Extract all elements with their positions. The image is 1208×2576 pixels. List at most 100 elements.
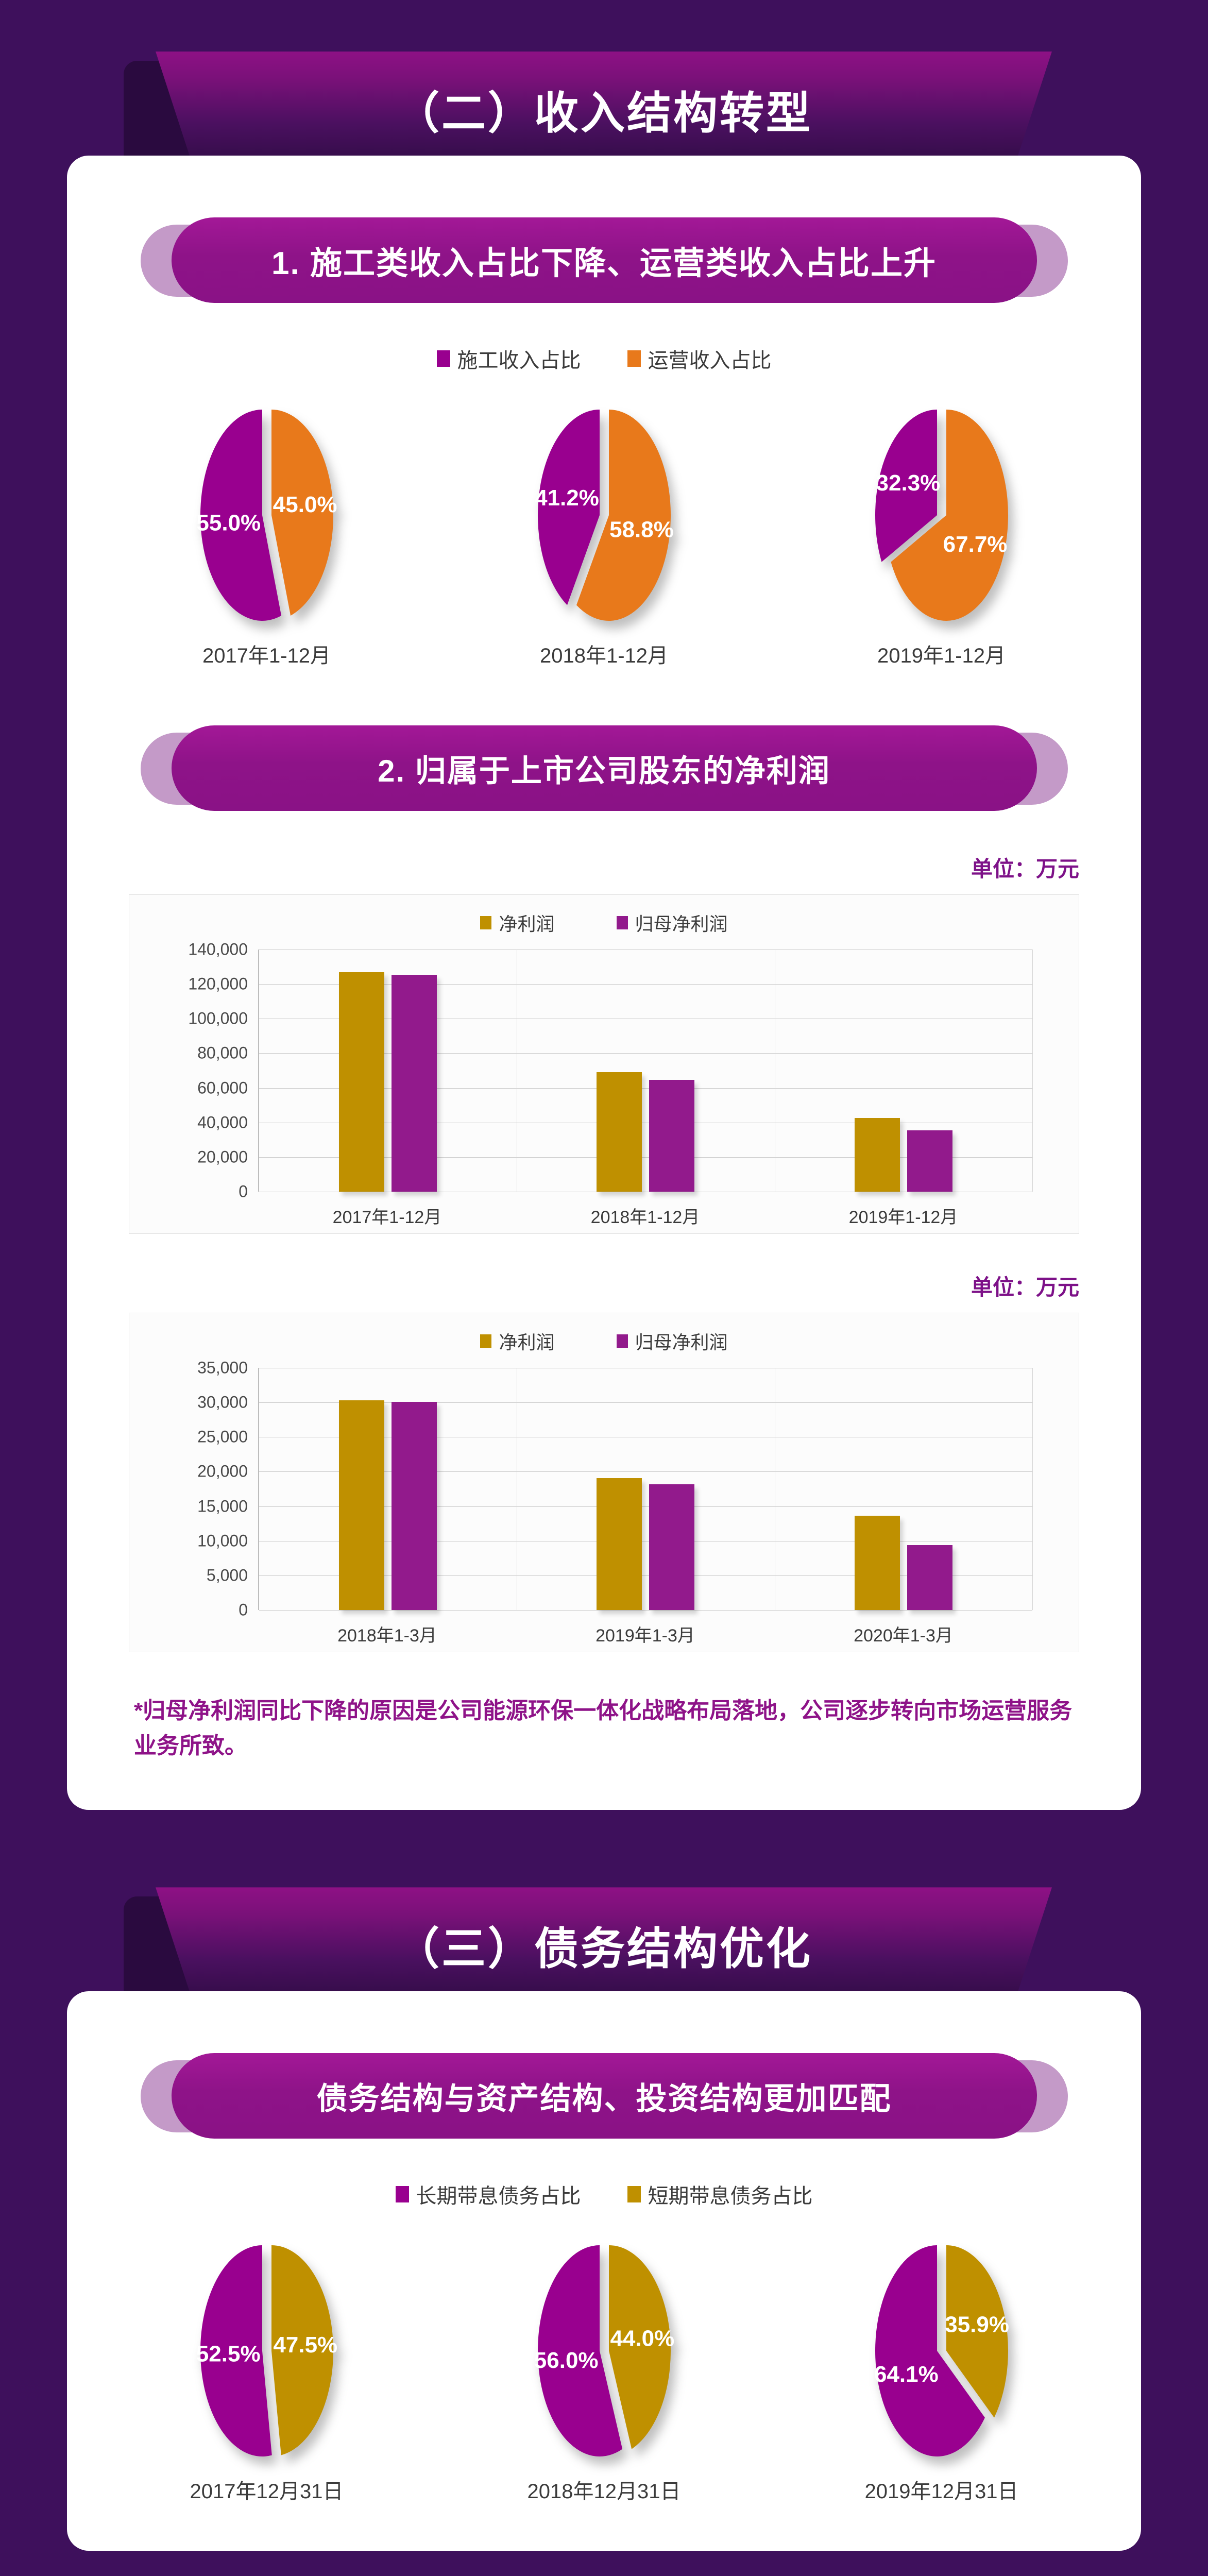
legend-swatch-icon	[395, 2186, 409, 2203]
subsection-two-header: 2. 归属于上市公司股东的净利润	[140, 725, 1068, 816]
legend-item: 净利润	[480, 909, 555, 936]
gridline	[259, 1506, 1032, 1507]
net-profit-footnote: *归母净利润同比下降的原因是公司能源环保一体化战略布局落地，公司逐步转向市场运营…	[134, 1698, 1073, 1759]
pie-cell: 44.0% 56.0% 2018年12月31日	[470, 2232, 738, 2504]
unit-note-bottom: 单位：万元	[971, 1275, 1079, 1299]
pie-slice	[537, 410, 600, 605]
y-axis-tick: 20,000	[197, 1462, 248, 1481]
x-axis-label: 2019年1-3月	[596, 1626, 695, 1646]
pie-slice	[200, 2245, 272, 2457]
gridline	[259, 1088, 1032, 1089]
banner-ribbon: （二）收入结构转型	[156, 52, 1052, 175]
pie-chart: 67.7% 32.3%	[875, 410, 1008, 621]
y-axis-tick: 40,000	[197, 1113, 248, 1132]
pie-slice-label: 64.1%	[874, 2362, 938, 2387]
x-axis-label: 2018年1-12月	[590, 1208, 700, 1227]
pie-slice-label: 45.0%	[273, 492, 337, 517]
y-axis-tick: 0	[239, 1182, 248, 1201]
y-axis-tick: 5,000	[206, 1566, 248, 1585]
y-axis-tick: 140,000	[188, 940, 248, 959]
pie-slice	[890, 410, 1008, 621]
pie-slice	[271, 2245, 333, 2455]
legend-label: 施工收入占比	[457, 349, 581, 372]
legend-label: 短期带息债务占比	[648, 2185, 813, 2208]
pie-chart: 44.0% 56.0%	[534, 2245, 674, 2457]
pie-slice	[875, 2245, 985, 2457]
bar-series	[259, 1368, 1032, 1610]
section-three-card: 债务结构与资产结构、投资结构更加匹配 长期带息债务占比 短期带息债务占比 47.…	[67, 1991, 1141, 2551]
y-axis-tick: 30,000	[197, 1393, 248, 1412]
bar-group	[259, 950, 517, 1192]
net-profit-annual-chart: 净利润 归母净利润 0 20,000 40,000 60,000 80,000 100,00…	[129, 894, 1079, 1234]
pie-slice-label: 55.0%	[196, 510, 261, 535]
legend-item: 净利润	[480, 1328, 555, 1354]
pill-body: 2. 归属于上市公司股东的净利润	[171, 725, 1037, 811]
revenue-pie-legend: 施工收入占比 运营收入占比	[67, 344, 1141, 374]
bar	[392, 1401, 437, 1610]
pie-caption: 2018年12月31日	[527, 2480, 681, 2503]
gridline	[259, 984, 1032, 985]
pie-slice-label: 44.0%	[610, 2326, 674, 2351]
pie-cell: 35.9% 64.1% 2019年12月31日	[808, 2232, 1076, 2504]
bar-group	[259, 1368, 517, 1610]
x-axis-label: 2017年1-12月	[332, 1208, 442, 1227]
gridline	[259, 1575, 1032, 1576]
pie-slice	[537, 2245, 622, 2457]
infographic-page: （二）收入结构转型 1. 施工类收入占比下降、运营类收入占比上升 施工收入占比 …	[0, 52, 1208, 2576]
unit-note-top: 单位：万元	[971, 857, 1079, 881]
y-axis-tick: 100,000	[188, 1009, 248, 1028]
y-axis-tick: 80,000	[197, 1043, 248, 1062]
legend-label: 净利润	[499, 1332, 555, 1353]
subsection-one-header: 1. 施工类收入占比下降、运营类收入占比上升	[140, 217, 1068, 308]
pie-cell: 47.5% 52.5% 2017年12月31日	[133, 2232, 401, 2504]
section-three-title: （三）债务结构优化	[395, 1924, 812, 1974]
gridline	[259, 1402, 1032, 1403]
pie-slice-label: 41.2%	[535, 485, 599, 511]
legend-label: 长期带息债务占比	[416, 2185, 581, 2208]
chart-legend: 净利润 归母净利润	[129, 1328, 1079, 1354]
pill-body: 1. 施工类收入占比下降、运营类收入占比上升	[171, 217, 1037, 303]
subsection-one-title: 1. 施工类收入占比下降、运营类收入占比上升	[271, 246, 937, 281]
section-two-card: 1. 施工类收入占比下降、运营类收入占比上升 施工收入占比 运营收入占比 45.…	[67, 156, 1141, 1810]
pie-chart: 47.5% 52.5%	[196, 2245, 337, 2457]
bar	[392, 974, 437, 1192]
pie-cell: 67.7% 32.3% 2019年1-12月	[808, 397, 1076, 669]
section-banner-three: （三）债务结构优化	[0, 1887, 1208, 2016]
legend-item: 归母净利润	[616, 909, 728, 936]
legend-item: 运营收入占比	[627, 344, 772, 374]
y-axis-tick: 60,000	[197, 1078, 248, 1097]
revenue-pie-row: 45.0% 55.0% 2017年1-12月 58.8% 41.2% 2018年1-12月…	[67, 397, 1141, 669]
pie-caption: 2017年1-12月	[202, 645, 331, 667]
gridline	[259, 1471, 1032, 1472]
subsection-two-title: 2. 归属于上市公司股东的净利润	[378, 753, 830, 788]
bar	[339, 1400, 385, 1610]
bar	[907, 1130, 952, 1192]
bar-group	[775, 950, 1032, 1192]
pie-slice-label: 47.5%	[273, 2332, 337, 2358]
pie-chart: 35.9% 64.1%	[874, 2245, 1009, 2457]
bar-group	[775, 1368, 1032, 1610]
plot-right-edge	[1032, 1368, 1033, 1610]
bar-group	[517, 950, 774, 1192]
bar	[649, 1080, 695, 1192]
y-axis-tick: 20,000	[197, 1147, 248, 1166]
bar	[649, 1484, 695, 1610]
pie-slice	[946, 2245, 1008, 2418]
y-axis-tick: 10,000	[197, 1531, 248, 1550]
pie-chart: 45.0% 55.0%	[196, 410, 337, 621]
debt-pie-row: 47.5% 52.5% 2017年12月31日 44.0% 56.0% 2018年12月3…	[67, 2232, 1141, 2504]
gridline	[259, 1053, 1032, 1054]
pie-caption: 2019年1-12月	[877, 645, 1006, 667]
y-axis-tick: 0	[239, 1600, 248, 1619]
bar	[907, 1545, 952, 1610]
bar	[854, 1516, 900, 1610]
section-two-title: （二）收入结构转型	[395, 89, 812, 138]
plot-area: 0 20,000 40,000 60,000 80,000 100,000 120,000 1…	[129, 940, 1079, 1201]
legend-label: 净利润	[499, 913, 555, 935]
plot-area: 0 5,000 10,000 15,000 20,000 25,000 30,000 35,0…	[129, 1359, 1079, 1619]
pie-slice	[608, 2245, 671, 2449]
legend-swatch-icon	[627, 2186, 641, 2203]
y-axis-tick: 15,000	[197, 1497, 248, 1516]
pie-caption: 2019年12月31日	[864, 2480, 1018, 2503]
y-axis-tick: 25,000	[197, 1427, 248, 1446]
